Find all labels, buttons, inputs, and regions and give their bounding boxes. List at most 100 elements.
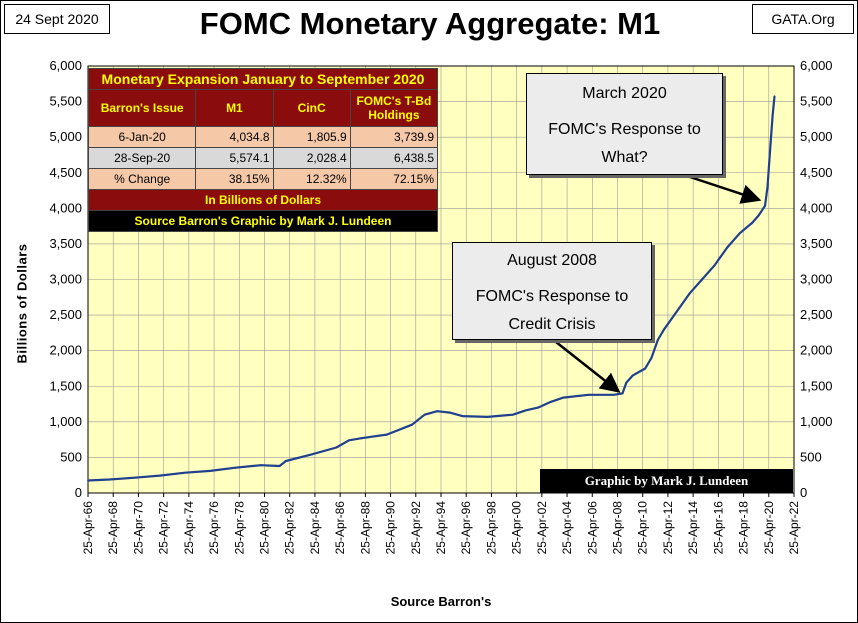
date-label: 24 Sept 2020	[4, 4, 110, 34]
callout-line: FOMC's Response to	[475, 288, 629, 305]
data-point	[234, 466, 237, 469]
data-point	[87, 479, 89, 482]
table-cell: 6,438.5	[349, 147, 439, 169]
y-tick-label-right: 3,500	[800, 236, 833, 251]
data-point	[631, 374, 634, 377]
data-point	[757, 214, 760, 217]
y-tick-label-right: 6,000	[800, 58, 833, 73]
y-tick-label-left: 6,000	[49, 58, 82, 73]
data-point	[738, 232, 741, 235]
data-point	[751, 221, 754, 224]
y-tick-label-left: 5,500	[49, 94, 82, 109]
table-cell: 1,805.9	[272, 126, 351, 148]
y-tick-label-right: 1,500	[800, 378, 833, 393]
x-tick-label: 25-Apr-16	[711, 501, 725, 555]
data-point	[310, 453, 313, 456]
y-tick-label-left: 3,000	[49, 272, 82, 287]
data-point	[448, 411, 451, 414]
y-tick-label-right: 0	[800, 485, 807, 500]
data-point	[701, 278, 703, 281]
data-point	[537, 406, 539, 409]
data-point	[650, 356, 653, 359]
y-tick-label-right: 4,500	[800, 165, 833, 180]
data-point	[348, 439, 350, 442]
data-point	[549, 401, 552, 403]
x-axis-label: Source Barron's	[390, 594, 492, 609]
callout-title: August 2008	[507, 252, 597, 269]
data-point	[766, 186, 769, 188]
x-tick-label: 25-Apr-72	[157, 501, 171, 555]
data-point	[562, 396, 565, 399]
data-point	[688, 292, 691, 295]
y-tick-label-right: 500	[800, 449, 822, 464]
callout-line: FOMC's Response to	[548, 121, 701, 138]
data-point	[625, 381, 628, 384]
table-cell: 3,739.9	[349, 126, 439, 148]
y-tick-label-right: 1,000	[800, 414, 833, 429]
data-point	[411, 423, 413, 426]
table-cell: 6-Jan-20	[87, 126, 197, 148]
data-point	[108, 478, 111, 481]
table-cell: % Change	[87, 168, 197, 190]
y-tick-label-right: 5,000	[800, 129, 833, 144]
x-tick-label: 25-Apr-08	[611, 501, 625, 555]
callout-line: Credit Crisis	[508, 316, 596, 333]
plot-border	[87, 65, 795, 494]
x-tick-label: 25-Apr-00	[510, 501, 524, 555]
data-point	[638, 371, 640, 373]
data-point	[158, 474, 161, 477]
table-cell: 4,034.8	[195, 126, 274, 148]
y-axis-label: Billions of Dollars	[14, 243, 30, 364]
x-tick-label: 25-Apr-98	[484, 501, 498, 555]
x-tick-label: 25-Apr-94	[434, 501, 448, 555]
table-title: Monetary Expansion January to September …	[88, 68, 438, 90]
annotation-arrow-2020	[683, 173, 762, 204]
x-tick-label: 25-Apr-88	[358, 501, 372, 555]
y-tick-label-right: 5,500	[800, 94, 833, 109]
table-cell: 28-Sep-20	[87, 147, 197, 169]
table-cell: 12.32%	[272, 168, 351, 190]
data-point	[511, 413, 514, 416]
data-point	[184, 471, 186, 474]
x-tick-label: 25-Apr-96	[459, 501, 473, 555]
data-point	[773, 95, 776, 98]
callout-august-2008: August 2008 FOMC's Response to Credit Cr…	[452, 242, 652, 340]
data-point	[764, 204, 766, 207]
annotation-arrow-2008	[555, 341, 621, 393]
y-tick-label-right: 2,500	[800, 307, 833, 322]
monetary-expansion-table: Monetary Expansion January to September …	[87, 68, 439, 232]
x-tick-label: 25-Apr-84	[308, 501, 322, 555]
data-point	[259, 464, 262, 467]
x-tick-label: 25-Apr-86	[333, 501, 347, 555]
x-tick-label: 25-Apr-14	[686, 501, 700, 555]
y-tick-label-left: 3,500	[49, 236, 82, 251]
table-note: In Billions of Dollars	[88, 189, 438, 211]
table-cell: 5,574.1	[195, 147, 274, 169]
data-point	[423, 413, 426, 416]
data-point	[524, 409, 527, 412]
data-point	[436, 410, 439, 413]
x-tick-label: 25-Apr-10	[636, 501, 650, 555]
data-point	[461, 415, 464, 418]
x-tick-label: 25-Apr-20	[762, 501, 776, 555]
x-tick-label: 25-Apr-80	[258, 501, 272, 555]
data-point	[675, 310, 678, 313]
x-tick-label: 25-Apr-06	[585, 501, 599, 555]
callout-title: March 2020	[582, 85, 667, 102]
data-point	[663, 328, 666, 331]
y-tick-label-left: 4,500	[49, 165, 82, 180]
x-tick-label: 25-Apr-90	[384, 501, 398, 555]
y-tick-label-left: 0	[75, 485, 82, 500]
data-point	[656, 339, 659, 341]
x-tick-label: 25-Apr-78	[232, 501, 246, 555]
data-point	[726, 246, 729, 249]
x-tick-label: 25-Apr-92	[409, 501, 423, 555]
data-point	[335, 446, 338, 449]
data-point	[209, 470, 212, 472]
table-header-tbd: FOMC's T-Bd Holdings	[349, 89, 439, 127]
data-point	[644, 367, 647, 370]
x-tick-label: 25-Apr-82	[283, 501, 297, 555]
site-label: GATA.Org	[752, 4, 854, 34]
x-tick-label: 25-Apr-70	[131, 501, 145, 555]
x-tick-label: 25-Apr-04	[560, 501, 574, 555]
